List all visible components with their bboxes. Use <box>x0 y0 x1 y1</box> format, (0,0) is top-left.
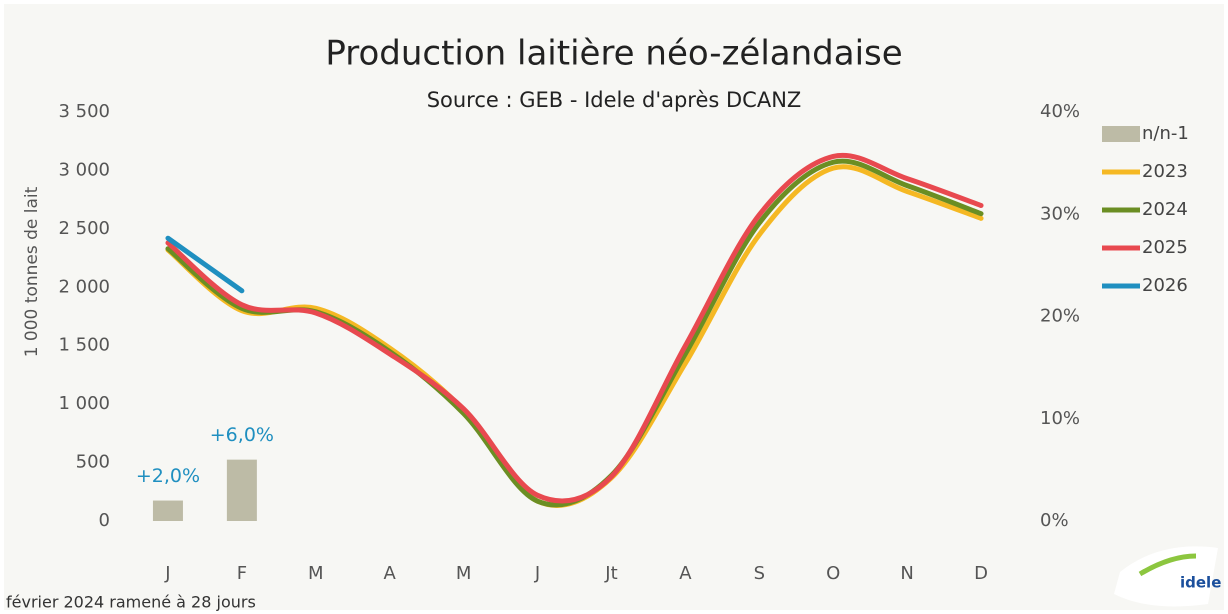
legend-swatch <box>1102 126 1140 142</box>
x-tick-label: A <box>679 563 692 584</box>
y-tick-label: 1 000 <box>58 393 110 414</box>
logo: idele <box>1180 574 1221 592</box>
y-tick-label: 3 500 <box>58 101 110 122</box>
legend-label: 2026 <box>1142 275 1188 296</box>
x-tick-label: J <box>164 563 170 584</box>
y-axis-label: 1 000 tonnes de lait <box>22 186 42 357</box>
chart-subtitle: Source : GEB - Idele d'après DCANZ <box>427 88 802 112</box>
background <box>4 4 1224 610</box>
x-tick-label: D <box>974 563 988 584</box>
y-tick-label: 500 <box>76 452 110 473</box>
y-tick-label: 2 500 <box>58 218 110 239</box>
legend-label: 2023 <box>1142 161 1188 182</box>
y2-tick-label: 0% <box>1040 510 1069 531</box>
x-tick-label: O <box>826 563 840 584</box>
x-tick-label: Jt <box>604 563 617 584</box>
x-tick-label: A <box>384 563 397 584</box>
y2-tick-label: 30% <box>1040 203 1080 224</box>
y2-tick-label: 20% <box>1040 306 1080 327</box>
y-tick-label: 3 000 <box>58 159 110 180</box>
bar <box>226 459 257 521</box>
data-label: +2,0% <box>136 465 200 487</box>
y2-tick-label: 40% <box>1040 101 1080 122</box>
x-tick-label: M <box>308 563 324 584</box>
legend-label: 2024 <box>1142 199 1188 220</box>
y-tick-label: 1 500 <box>58 335 110 356</box>
x-tick-label: M <box>456 563 472 584</box>
x-tick-label: S <box>754 563 765 584</box>
x-tick-label: J <box>534 563 540 584</box>
legend-label: 2025 <box>1142 237 1188 258</box>
footnote: février 2024 ramené à 28 jours <box>6 593 256 612</box>
y-tick-label: 0 <box>99 510 110 531</box>
data-label: +6,0% <box>210 424 274 446</box>
y-tick-label: 2 000 <box>58 276 110 297</box>
bar <box>152 500 183 521</box>
logo-swoosh <box>1138 553 1197 577</box>
legend-label: n/n-1 <box>1142 123 1189 144</box>
line <box>165 152 984 504</box>
logo-shape <box>1114 546 1218 607</box>
x-tick-label: N <box>900 563 913 584</box>
chart-title: Production laitière néo-zélandaise <box>325 34 902 74</box>
line <box>165 235 245 294</box>
y2-tick-label: 10% <box>1040 408 1080 429</box>
x-tick-label: F <box>237 563 247 584</box>
